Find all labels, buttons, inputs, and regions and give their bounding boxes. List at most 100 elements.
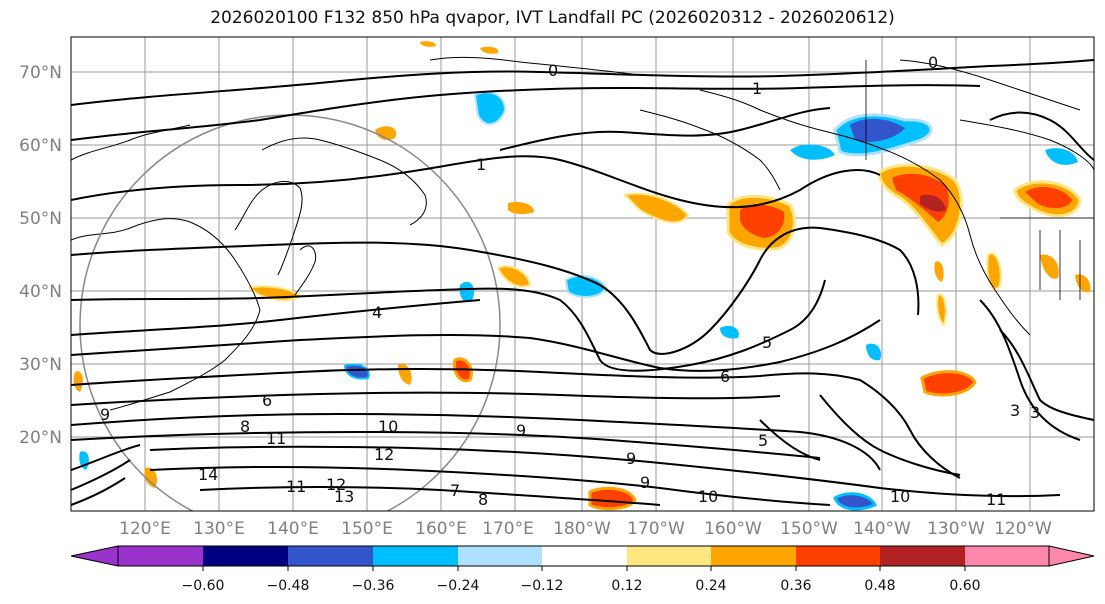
anomaly-patch — [144, 467, 157, 488]
map-plot-area — [70, 36, 1095, 512]
anomaly-patch — [623, 192, 690, 224]
colorbar-segment — [118, 546, 203, 566]
map-title: 2026020100 F132 850 hPa qvapor, IVT Land… — [210, 8, 895, 28]
colorbar-tick-label: −0.12 — [521, 578, 564, 594]
colorbar-segment — [880, 546, 965, 566]
contour-label: 3 — [1030, 403, 1040, 422]
contour-lines — [71, 59, 1094, 506]
lat-label: 50°N — [19, 209, 62, 229]
contour-label: 3 — [1010, 401, 1020, 420]
longitude-labels: 120°E 130°E 140°E 150°E 160°E 170°E 180°… — [119, 519, 1052, 539]
colorbar: −0.60 −0.48 −0.36 −0.24 −0.12 0.12 0.24 … — [70, 545, 1095, 594]
contour-label: 9 — [516, 421, 526, 440]
contour-label: 0 — [548, 61, 558, 80]
political-borders — [865, 60, 1094, 300]
anomaly-patch — [790, 144, 835, 160]
colorbar-segment — [711, 546, 796, 566]
anomaly-patch — [920, 370, 977, 397]
contour-label: 8 — [478, 490, 488, 509]
colorbar-segment — [542, 546, 627, 566]
anomaly-patch — [1045, 148, 1078, 165]
contour-labels: 0 0 1 1 4 5 6 6 8 9 9 10 10 11 11 11 12 … — [100, 53, 1040, 509]
contour-label: 13 — [334, 487, 354, 506]
colorbar-tick-label: 0.48 — [864, 578, 895, 594]
colorbar-over-arrow — [1048, 545, 1095, 567]
colorbar-segment — [458, 546, 542, 566]
lon-label: 130°E — [193, 519, 245, 539]
contour-label: 5 — [762, 333, 772, 352]
anomaly-patch — [920, 194, 946, 212]
colorbar-tick-label: −0.48 — [267, 578, 310, 594]
colorbar-frame — [117, 545, 1050, 567]
anomaly-patch — [420, 41, 436, 47]
contour-label: 6 — [720, 367, 730, 386]
contour-label: 4 — [372, 303, 382, 322]
contour-label: 5 — [758, 431, 768, 450]
contour-label: 12 — [374, 445, 394, 464]
colorbar-segment — [627, 546, 711, 566]
contour-label: 10 — [890, 487, 910, 506]
anomaly-patch — [850, 118, 905, 142]
colorbar-tick-label: −0.36 — [352, 578, 395, 594]
colorbar-segment — [373, 546, 458, 566]
anomaly-patch — [936, 293, 947, 327]
lon-label: 140°W — [853, 519, 911, 539]
anomaly-patch — [480, 46, 499, 54]
anomaly-patch — [1040, 254, 1059, 279]
anomaly-patch — [343, 363, 370, 380]
anomaly-patch — [375, 126, 397, 140]
anomaly-patch — [720, 325, 739, 339]
lon-label: 120°W — [994, 519, 1052, 539]
contour-label: 11 — [266, 429, 286, 448]
contour-label: 8 — [240, 417, 250, 436]
lon-label: 150°W — [780, 519, 838, 539]
contour-label: 1 — [476, 155, 486, 174]
colorbar-tick-label: 0.24 — [695, 578, 726, 594]
lon-label: 120°E — [119, 519, 171, 539]
contour-label: 9 — [626, 449, 636, 468]
lon-label: 180°W — [553, 519, 611, 539]
contour-label: 12 — [326, 475, 346, 494]
contour-label: 1 — [752, 79, 762, 98]
anomaly-patch — [866, 343, 882, 361]
anomaly-patch — [459, 281, 475, 302]
contour-label: 10 — [378, 417, 398, 436]
latitude-labels: 70°N 60°N 50°N 40°N 30°N 20°N — [19, 63, 62, 448]
lat-label: 30°N — [19, 355, 62, 375]
lat-label: 70°N — [19, 63, 62, 83]
contour-label: 0 — [928, 53, 938, 72]
colorbar-tick-label: −0.24 — [437, 578, 480, 594]
contour-label: 11 — [986, 490, 1006, 509]
colorbar-tick-label: 0.36 — [780, 578, 811, 594]
anomaly-patch — [1075, 274, 1091, 293]
lon-label: 160°E — [415, 519, 467, 539]
colorbar-segment — [203, 546, 288, 566]
contour-label: 11 — [286, 477, 306, 496]
coastlines — [71, 56, 1094, 411]
colorbar-ticks — [202, 566, 966, 571]
anomaly-patch — [986, 252, 1002, 290]
colorbar-tick-label: 0.60 — [949, 578, 980, 594]
lon-label: 140°E — [267, 519, 319, 539]
anomaly-patch — [73, 371, 83, 392]
anomaly-patch — [496, 265, 532, 288]
anomaly-patch — [934, 261, 944, 282]
lon-label: 150°E — [341, 519, 393, 539]
anomaly-patch — [1025, 186, 1072, 209]
lon-label: 170°W — [627, 519, 685, 539]
colorbar-segment — [965, 546, 1049, 566]
colorbar-under-arrow — [70, 545, 119, 567]
contour-label: 10 — [698, 487, 718, 506]
lat-label: 40°N — [19, 282, 62, 302]
lon-label: 160°W — [704, 519, 762, 539]
lat-label: 20°N — [19, 428, 62, 448]
lon-label: 130°W — [927, 519, 985, 539]
lon-label: 170°E — [482, 519, 534, 539]
colorbar-tick-label: 0.12 — [611, 578, 642, 594]
anomaly-patch — [740, 204, 785, 238]
colorbar-segment — [288, 546, 373, 566]
anomaly-patch — [508, 202, 534, 215]
lat-label: 60°N — [19, 136, 62, 156]
map-frame — [70, 36, 1095, 512]
